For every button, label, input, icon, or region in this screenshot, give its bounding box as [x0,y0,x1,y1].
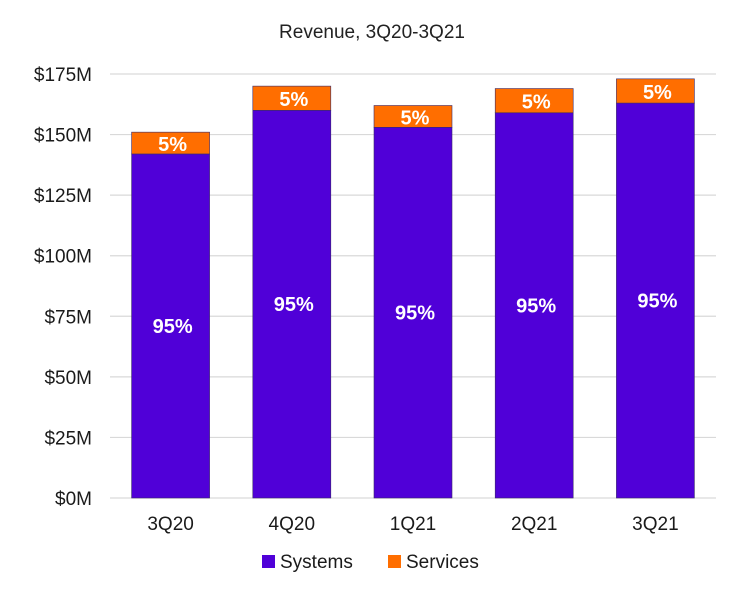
data-label-services: 5% [401,107,430,129]
data-label-services: 5% [643,82,672,104]
bar-segment-services [494,88,574,114]
legend-label-services: Services [406,552,479,573]
bar-segment-systems [252,110,332,499]
data-label-systems: 95% [274,294,314,316]
data-label-services: 5% [522,92,551,114]
y-tick-label: $25M [44,428,92,449]
x-tick-label: 3Q20 [147,514,193,535]
bar-segment-systems [616,102,695,499]
bars: 95% 5% 95% 5% 95% 5% 95% 5% 95% 5% [131,78,695,499]
x-tick-label: 3Q21 [632,514,678,535]
legend-swatch-systems [262,555,275,568]
legend-label-systems: Systems [280,552,353,573]
data-label-services: 5% [279,89,308,111]
legend: Systems Services [262,552,479,573]
data-label-services: 5% [158,134,187,156]
bar-segment-services [131,131,210,155]
y-tick-label: $0M [55,489,92,510]
y-tick-label: $175M [34,65,92,86]
x-tick-label: 4Q20 [269,514,315,535]
x-axis-tick-labels: 3Q20 4Q20 1Q21 2Q21 3Q21 [147,514,678,535]
data-label-systems: 95% [395,303,435,325]
y-tick-label: $50M [44,368,92,389]
bar-segment-systems [494,112,574,499]
y-tick-label: $150M [34,126,92,147]
y-axis-tick-labels: $0M $25M $50M $75M $100M $125M $150M $175M [34,65,92,510]
y-tick-label: $125M [34,186,92,207]
bar-segment-systems [131,153,210,499]
x-tick-label: 1Q21 [390,514,436,535]
bar-segment-services [373,105,453,128]
y-tick-label: $100M [34,247,92,268]
y-tick-label: $75M [44,307,92,328]
bar-segment-services [252,85,332,111]
bar-segment-services [616,78,695,104]
chart-title: Revenue, 3Q20-3Q21 [279,22,465,43]
data-label-systems: 95% [516,295,556,317]
x-tick-label: 2Q21 [511,514,557,535]
data-label-systems: 95% [153,316,193,338]
bar-segment-systems [373,127,453,499]
data-label-systems: 95% [637,291,677,313]
legend-swatch-services [388,555,401,568]
